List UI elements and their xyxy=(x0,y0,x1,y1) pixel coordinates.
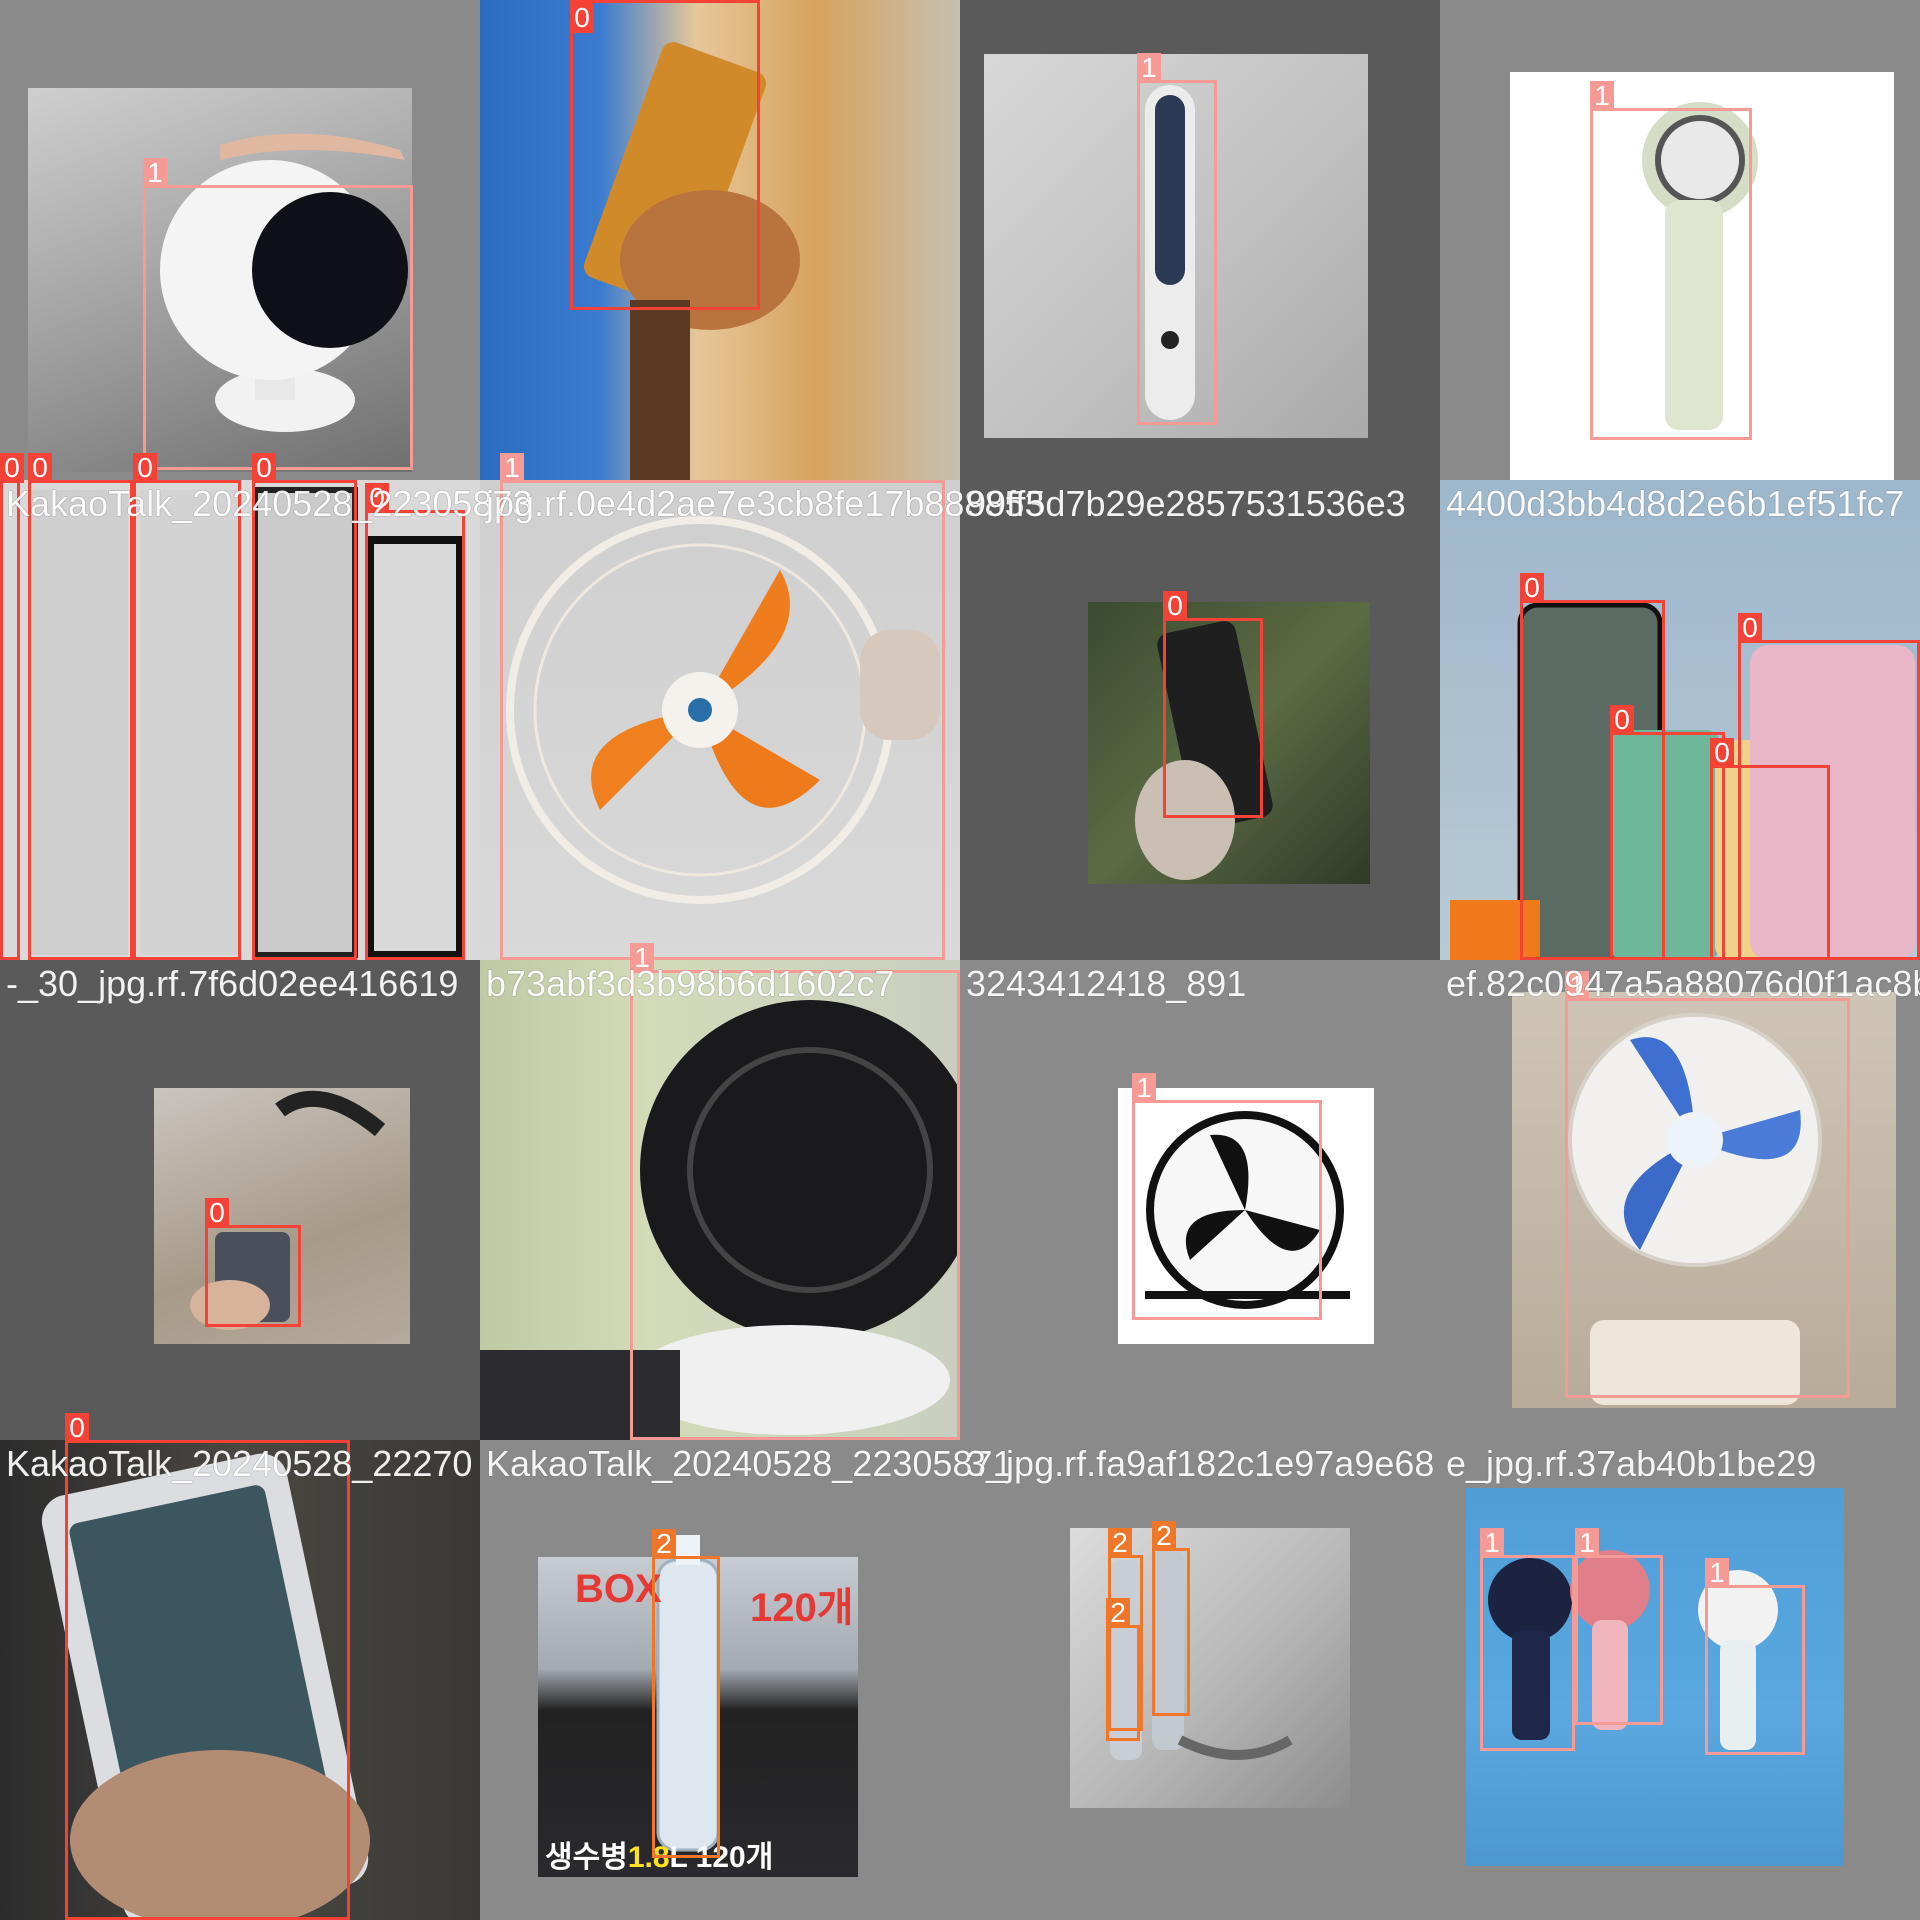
detection-box: 0 xyxy=(133,453,241,960)
class-label: 1 xyxy=(1565,971,1589,1001)
class-label: 0 xyxy=(28,453,52,483)
class-label: 0 xyxy=(1520,573,1544,603)
tile-5: KakaoTalk_20240528_22305873 0 0 0 0 0 xyxy=(0,453,532,960)
class-label: 1 xyxy=(1705,1558,1729,1588)
tile-12: ef.82c0947a5a88076d0f1ac8bd6d121998 1 xyxy=(1440,960,1920,1440)
detection-box: 0 xyxy=(570,0,760,310)
detection-box: 2 xyxy=(1152,1521,1190,1716)
detection-box: 0 xyxy=(1520,573,1665,960)
tile-3: 1 xyxy=(960,0,1440,480)
tile-7: 99ff5d7b29e2857531536e3 0 xyxy=(960,480,1440,960)
detection-box: 1 xyxy=(1137,53,1217,425)
tile-8: 4400d3bb4d8d2e6b1ef51fc7 0 0 0 0 xyxy=(1440,480,1920,960)
floor-fan-illustration xyxy=(1145,1111,1350,1309)
detection-box: 1 xyxy=(143,158,413,470)
detection-box: 1 xyxy=(1590,81,1752,440)
detection-box: 0 xyxy=(0,453,24,960)
tile-16: e_jpg.rf.37ab40b1be29 1 1 1 xyxy=(1440,1440,1920,1920)
class-label: 0 xyxy=(1710,738,1734,768)
image-filename: jpg.rf.0e4d2ae7e3cb8fe17b888853 xyxy=(486,483,1045,524)
phone-hand-illustration xyxy=(41,1453,370,1920)
class-label: 0 xyxy=(1610,705,1634,735)
bottles-illustration xyxy=(1110,1550,1293,1760)
class-label: 2 xyxy=(1152,1521,1176,1551)
phone-ad-illustration xyxy=(1450,602,1915,960)
image-filename: 4400d3bb4d8d2e6b1ef51fc7 xyxy=(1446,483,1905,524)
image-filename: 3_jpg.rf.fa9af182c1e97a9e68 xyxy=(966,1443,1435,1484)
detection-box: 0 xyxy=(1710,738,1830,960)
tile-10: b73abf3d3b98b6d1602c7 1 xyxy=(480,943,960,1440)
ad-text-count: 120개 xyxy=(750,1586,854,1630)
detection-box: 2 xyxy=(1108,1528,1143,1731)
image-filename: e_jpg.rf.37ab40b1be29 xyxy=(1446,1443,1817,1484)
image-filename: b73abf3d3b98b6d1602c7 xyxy=(486,963,895,1004)
detection-box: 1 xyxy=(1132,1073,1322,1320)
circulator-fan-illustration xyxy=(480,1000,960,1440)
detection-box: 0 xyxy=(205,1198,301,1327)
tower-fan-illustration xyxy=(1145,85,1195,420)
image-filename: 99ff5d7b29e2857531536e3 xyxy=(966,483,1406,524)
phone-floor-illustration xyxy=(190,1090,386,1330)
class-label: 0 xyxy=(570,3,594,33)
image-filename: KakaoTalk_20240528_22270 xyxy=(6,1443,473,1484)
class-label: 2 xyxy=(652,1529,676,1559)
phone-panels-illustration xyxy=(28,487,464,959)
detection-box: 1 xyxy=(1705,1558,1805,1755)
tile-2: 0 xyxy=(480,0,960,480)
class-label: 1 xyxy=(1132,1073,1156,1103)
tile-6: jpg.rf.0e4d2ae7e3cb8fe17b888853 1 xyxy=(480,453,1045,960)
desk-fan-illustration xyxy=(506,516,940,904)
detection-box: 1 xyxy=(500,453,945,960)
class-label: 2 xyxy=(1106,1598,1130,1628)
detection-box: 1 xyxy=(1575,1528,1663,1725)
tile-11: 3243412418_891 1 xyxy=(960,960,1440,1440)
class-label: 0 xyxy=(205,1198,229,1228)
handheld-fans-illustration xyxy=(1488,1550,1778,1750)
detection-box: 0 xyxy=(365,483,465,960)
class-label: 1 xyxy=(1480,1528,1504,1558)
class-label: 1 xyxy=(630,943,654,973)
tile-4: 1 xyxy=(1440,0,1920,480)
class-label: 2 xyxy=(1108,1528,1132,1558)
detection-box: 2 xyxy=(652,1529,720,1858)
detection-box: 0 xyxy=(1610,705,1725,960)
detection-box: 0 xyxy=(28,453,133,960)
tile-15: 3_jpg.rf.fa9af182c1e97a9e68 2 2 2 xyxy=(960,1440,1440,1920)
class-label: 1 xyxy=(1590,81,1614,111)
detection-box: 2 xyxy=(1106,1598,1140,1741)
class-label: 0 xyxy=(365,483,389,513)
class-label: 0 xyxy=(133,453,157,483)
detection-box: 0 xyxy=(65,1413,350,1920)
tile-9: -_30_jpg.rf.7f6d02ee416619 0 xyxy=(0,960,480,1440)
class-label: 0 xyxy=(252,453,276,483)
image-filename: -_30_jpg.rf.7f6d02ee416619 xyxy=(6,963,459,1004)
class-label: 0 xyxy=(65,1413,89,1443)
fan-illustration xyxy=(160,133,408,432)
tile-1: 1 xyxy=(0,0,480,480)
class-label: 1 xyxy=(143,158,167,188)
image-filename: 3243412418_891 xyxy=(966,963,1247,1004)
tile-13: KakaoTalk_20240528_22270 0 xyxy=(0,1413,480,1920)
phone-hand-illustration xyxy=(583,42,800,480)
black-phone-illustration xyxy=(1135,621,1273,880)
class-label: 1 xyxy=(1575,1528,1599,1558)
detection-box: 0 xyxy=(252,453,357,960)
blue-fan-illustration xyxy=(1568,1013,1822,1405)
handheld-fan-illustration xyxy=(1642,102,1758,430)
class-label: 0 xyxy=(1738,613,1762,643)
class-label: 0 xyxy=(0,453,24,483)
detection-box: 0 xyxy=(1163,591,1263,818)
detection-box: 1 xyxy=(1565,971,1850,1398)
class-label: 1 xyxy=(500,453,524,483)
class-label: 0 xyxy=(1163,591,1187,621)
image-filename: ef.82c0947a5a88076d0f1ac8bd6d121998 xyxy=(1446,963,1920,1004)
tile-14: BOX 120개 생수병1.8L 120개 KakaoTalk_20240528… xyxy=(480,1440,1012,1920)
detection-box: 1 xyxy=(1480,1528,1575,1751)
image-filename: KakaoTalk_20240528_22305871 xyxy=(486,1443,1013,1484)
class-label: 1 xyxy=(1137,53,1161,83)
image-filename: KakaoTalk_20240528_22305873 xyxy=(6,483,533,524)
ad-text-box: BOX xyxy=(575,1567,662,1611)
detection-box: 1 xyxy=(630,943,960,1440)
